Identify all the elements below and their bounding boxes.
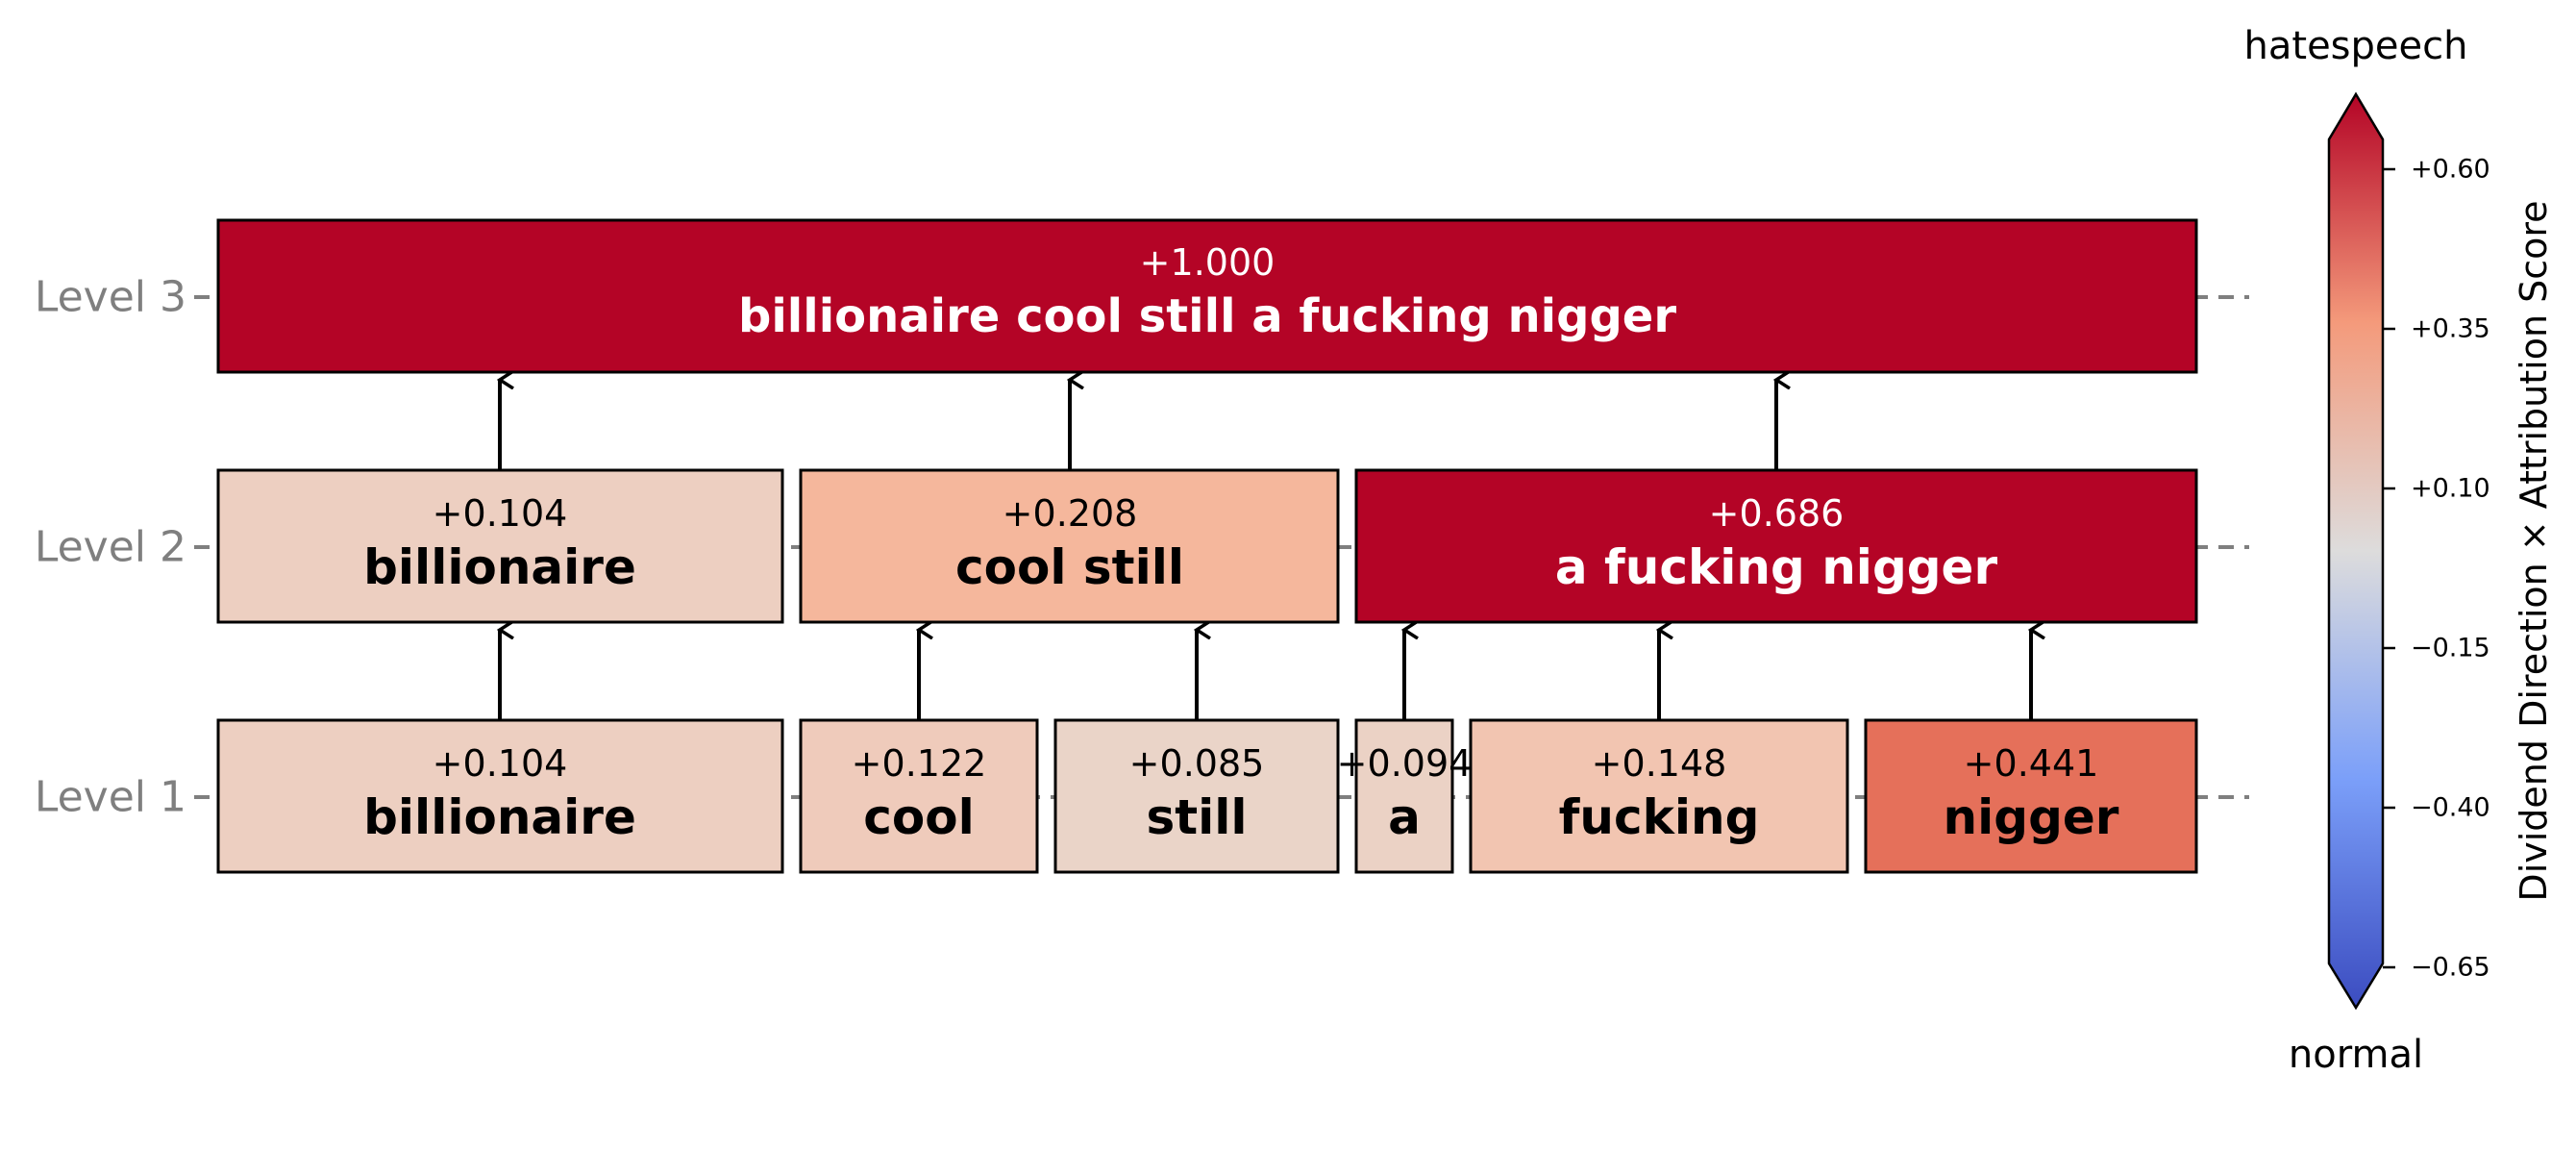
node-text: nigger	[1944, 789, 2119, 845]
node-score: +0.104	[433, 492, 568, 535]
colorbar-top-label: hatespeech	[2244, 24, 2468, 68]
node-text: a fucking nigger	[1555, 539, 1998, 595]
node-box	[799, 468, 1340, 624]
colorbar: hatespeech +0.60 +0.35 +0.10 −0.15 −0.40…	[2244, 24, 2555, 1077]
colorbar-tick-label: −0.40	[2411, 793, 2490, 823]
node-box	[799, 718, 1039, 874]
level-2-node-cool-still: +0.208 cool still	[799, 468, 1340, 624]
level-1-label: Level 1	[35, 773, 186, 822]
colorbar-bar	[2327, 91, 2385, 1011]
colorbar-tick-label: +0.10	[2411, 474, 2490, 504]
node-text: billionaire cool still a fucking nigger	[738, 289, 1676, 343]
node-text: billionaire	[363, 789, 636, 845]
node-box	[216, 718, 784, 874]
node-text: billionaire	[363, 539, 636, 595]
node-text: fucking	[1559, 789, 1760, 845]
node-score: +0.208	[1003, 492, 1138, 535]
level-1-node-still: +0.085 still	[1053, 718, 1340, 874]
connector-arrows	[500, 380, 2031, 720]
node-box	[1053, 718, 1340, 874]
node-box	[1354, 718, 1454, 874]
level-1-node-fucking: +0.148 fucking	[1469, 718, 1849, 874]
colorbar-axis-label: Dividend Direction × Attribution Score	[2513, 200, 2555, 901]
node-box	[216, 468, 784, 624]
node-score: +0.094	[1337, 742, 1473, 785]
colorbar-tick-label: +0.35	[2411, 314, 2490, 344]
level-1-node-cool: +0.122 cool	[799, 718, 1039, 874]
level-1-node-a: +0.094 a	[1337, 718, 1473, 874]
level-axis: Level 3 Level 2 Level 1	[35, 273, 204, 822]
node-box	[1469, 718, 1849, 874]
colorbar-ticks	[2383, 167, 2395, 969]
level-1-node-nigger: +0.441 nigger	[1864, 718, 2198, 874]
node-score: +0.122	[852, 742, 987, 785]
node-score: +0.148	[1592, 742, 1727, 785]
node-score: +0.104	[433, 742, 568, 785]
node-score: +0.441	[1964, 742, 2099, 785]
level-3-label: Level 3	[35, 273, 186, 322]
colorbar-bottom-label: normal	[2289, 1033, 2423, 1077]
node-text: cool	[863, 789, 974, 845]
level-2-label: Level 2	[35, 523, 186, 572]
colorbar-tick-label: −0.15	[2411, 634, 2490, 663]
node-text: a	[1388, 789, 1421, 845]
node-score: +1.000	[1140, 241, 1276, 284]
level-2-node-billionaire: +0.104 billionaire	[216, 468, 784, 624]
node-box	[1354, 468, 2198, 624]
level-1-node-billionaire: +0.104 billionaire	[216, 718, 784, 874]
node-text: still	[1146, 789, 1247, 845]
level-2-node-a-fucking-nigger: +0.686 a fucking nigger	[1354, 468, 2198, 624]
node-score: +0.085	[1129, 742, 1265, 785]
node-score: +0.686	[1709, 492, 1845, 535]
level-3-node: +1.000 billionaire cool still a fucking …	[216, 218, 2198, 374]
node-text: cool still	[955, 539, 1184, 595]
colorbar-tick-label: +0.60	[2411, 155, 2490, 185]
node-box	[216, 218, 2198, 374]
colorbar-tick-label: −0.65	[2411, 953, 2490, 983]
node-box	[1864, 718, 2198, 874]
